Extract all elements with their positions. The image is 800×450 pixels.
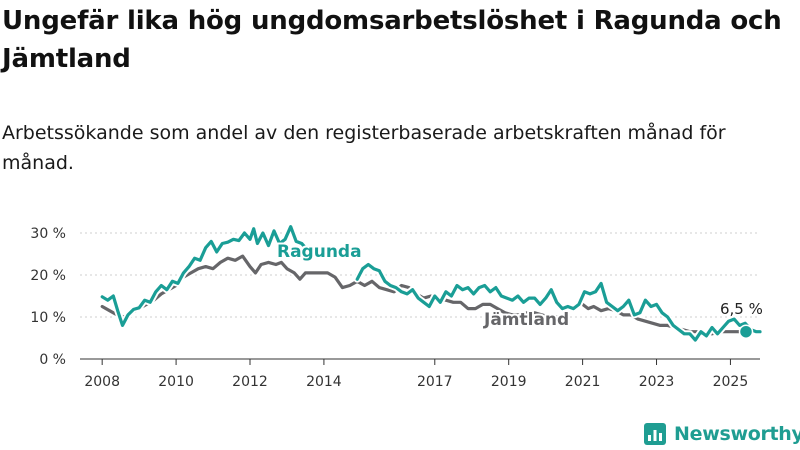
x-tick-label: 2012: [232, 374, 268, 390]
x-tick-label: 2010: [158, 374, 194, 390]
end-value-label: 6,5 %: [720, 300, 763, 318]
series-labels: Ragunda Jämtland 6,5 %: [275, 240, 763, 339]
y-tick-label: 20 %: [30, 268, 66, 284]
x-tick-label: 2014: [306, 374, 342, 390]
y-tick-label: 10 %: [30, 310, 66, 326]
x-tick-label: 2017: [417, 374, 453, 390]
x-tick-label: 2023: [639, 374, 675, 390]
gridlines: [80, 232, 760, 318]
series-lines: [98, 223, 764, 344]
end-point-marker: [738, 324, 754, 339]
series-line-ragunda: [355, 262, 762, 342]
chart-title: Ungefär lika hög ungdomsarbetslöshet i R…: [2, 6, 782, 74]
chart-subtitle: Arbetssökande som andel av den registerb…: [2, 122, 726, 174]
brand-name: Newsworthy: [674, 423, 800, 445]
y-tick-label: 30 %: [30, 226, 66, 242]
x-tick-label: 2019: [491, 374, 527, 390]
series-line-ragunda: [100, 225, 320, 327]
x-tick-label: 2025: [713, 374, 749, 390]
series-label-jamtland: Jämtland: [483, 310, 569, 330]
series-label-ragunda: Ragunda: [277, 242, 362, 262]
y-axis-ticks: 0 % 10 % 20 % 30 %: [30, 226, 66, 368]
x-tick-label: 2021: [565, 374, 601, 390]
x-tick-label: 2008: [84, 374, 120, 390]
x-axis: 2008 2010 2012 2014 2017 2019 2021 2023 2025: [80, 358, 760, 390]
y-tick-label: 0 %: [39, 352, 66, 368]
bar-chart-icon: [644, 423, 666, 445]
brand-logo: Newsworthy: [644, 420, 800, 448]
